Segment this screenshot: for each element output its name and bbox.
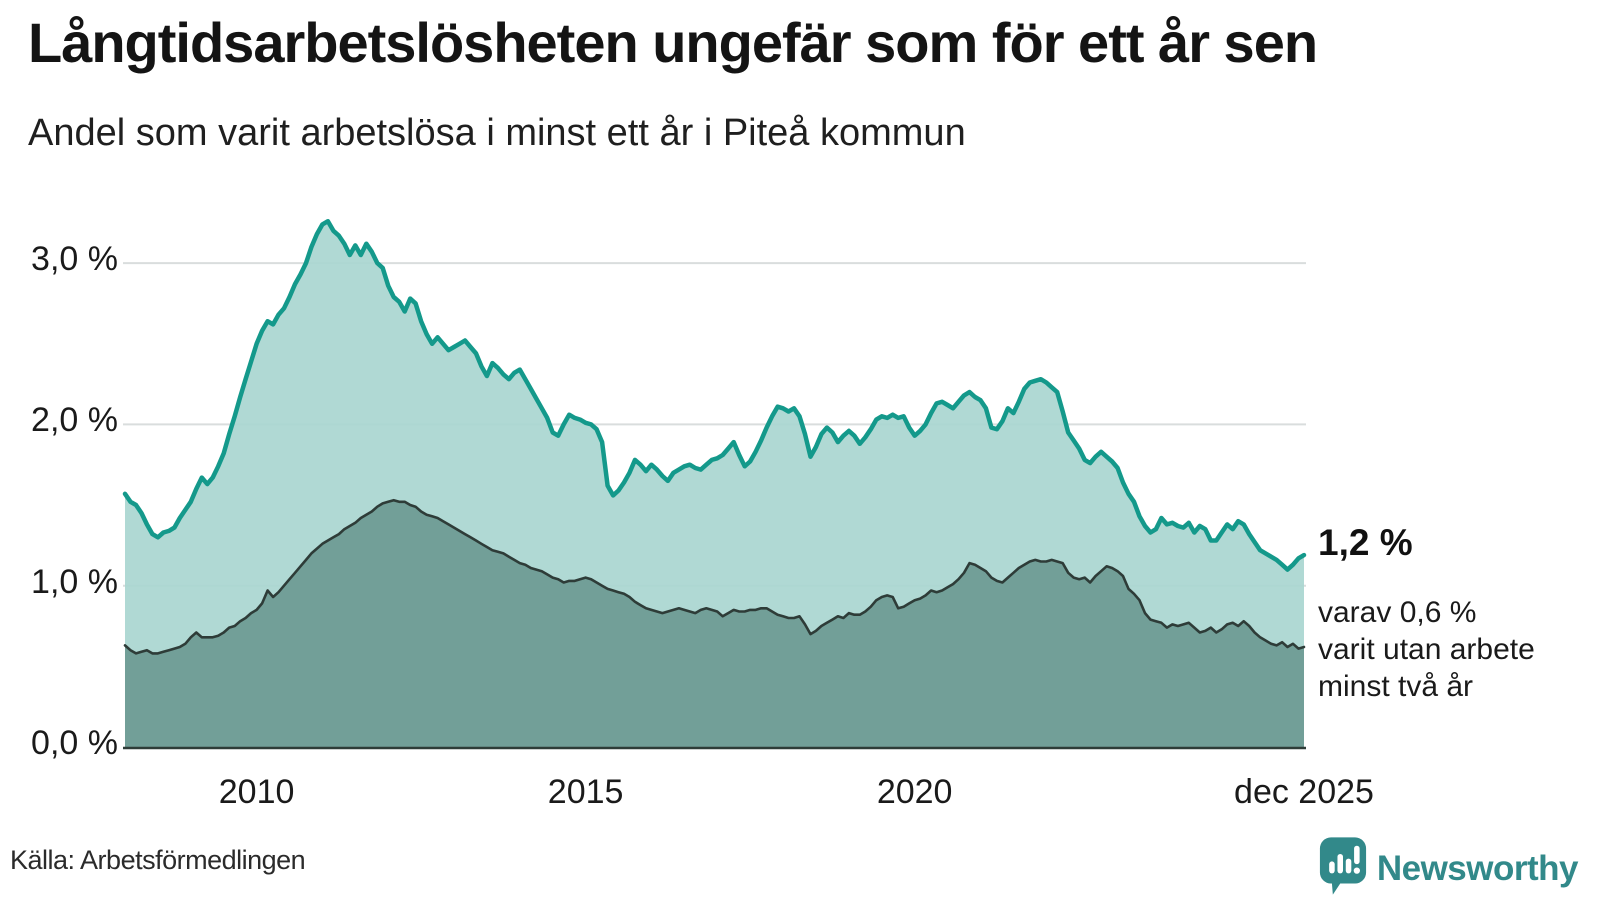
bar-1 [1328,861,1335,874]
source-caption: Källa: Arbetsförmedlingen [10,845,306,875]
end-note-line: minst två år [1318,670,1474,703]
chart-subtitle: Andel som varit arbetslösa i minst ett å… [28,112,966,154]
bar-3 [1345,858,1352,874]
end-value-annotation: 1,2 % [1318,522,1413,563]
y-tick-label: 3,0 % [31,240,118,279]
bar-2 [1337,854,1343,874]
x-tick-label: 2010 [218,773,295,811]
x-tick-label: dec 2025 [1234,773,1374,811]
line-2yr [123,498,1306,655]
end-note-line: varav 0,6 % [1318,596,1477,629]
y-tick-label: 1,0 % [31,562,118,601]
exclamation-bar [1353,845,1360,865]
y-tick-label: 2,0 % [31,401,118,440]
line-1yr [122,218,1307,572]
x-tick-label: 2020 [876,773,953,811]
area-2yr [125,500,1304,747]
brand-logo: Newsworthy [1319,836,1579,896]
x-tick-label: 2015 [547,773,624,811]
end-note-annotation: varav 0,6 % varit utan arbete minst två år [1318,594,1535,705]
chart-title: Långtidsarbetslösheten ungefär som för e… [28,11,1318,74]
y-tick-label: 0,0 % [31,724,118,762]
brand-name: Newsworthy [1376,849,1579,888]
exclamation-dot [1353,867,1360,874]
newsworthy-icon [1319,837,1366,895]
end-note-line: varit utan arbete [1318,633,1535,666]
